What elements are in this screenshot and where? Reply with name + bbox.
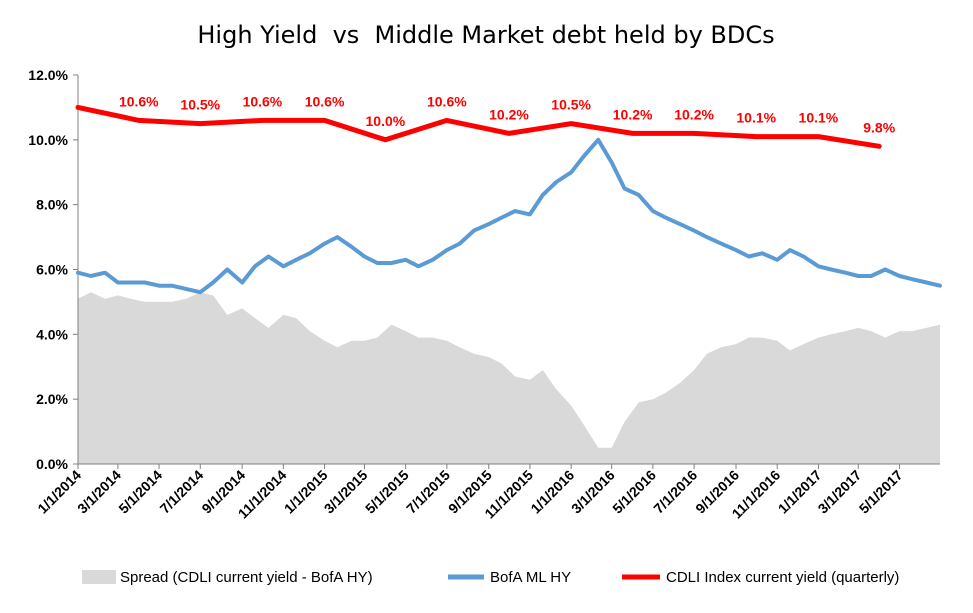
cdli-yield-line [75,104,882,149]
x-tick-label: 3/1/2016 [568,467,618,517]
cdli-data-label: 10.6% [305,93,345,109]
x-tick-label: 3/1/2014 [74,467,124,517]
x-tick-label: 5/1/2014 [115,467,165,517]
spread-area-group [78,292,940,464]
y-tick-label: 8.0% [36,197,68,213]
x-tick-label: 7/1/2014 [157,467,207,517]
cdli-data-label: 10.2% [674,106,714,122]
cdli-data-label: 10.5% [180,97,220,113]
cdli-data-label: 9.8% [863,119,895,135]
cdli-data-label: 10.1% [799,110,839,126]
x-tick-label: 5/1/2016 [609,467,659,517]
y-tick-label: 6.0% [36,262,68,278]
chart-title: High Yield vs Middle Market debt held by… [197,21,774,49]
legend-swatch-spread [82,570,116,584]
cdli-data-label: 10.2% [489,106,529,122]
y-tick-label: 12.0% [28,67,68,83]
cdli-data-label: 10.6% [243,93,283,109]
cdli-data-label: 10.5% [551,97,591,113]
legend-label-bofa: BofA ML HY [490,569,571,586]
x-tick-label: 3/1/2015 [321,467,371,517]
x-tick-label: 7/1/2016 [650,467,700,517]
x-tick-label: 5/1/2015 [362,467,412,517]
spread-area [78,292,940,464]
y-tick-label: 10.0% [28,132,68,148]
cdli-data-label: 10.2% [613,106,653,122]
cdli-data-label: 10.0% [366,113,406,129]
x-tick-label: 7/1/2015 [403,467,453,517]
y-tick-label: 2.0% [36,391,68,407]
y-tick-label: 0.0% [36,456,68,472]
cdli-data-label: 10.1% [736,110,776,126]
y-tick-label: 4.0% [36,326,68,342]
data-labels-group: 10.6% 10.5% 10.6% 10.6% 10.0% 10.6% 10.2% 10.5%… [119,93,896,135]
cdli-data-label: 10.6% [119,93,159,109]
lines-group [75,104,942,295]
x-tick-label: 5/1/2017 [856,467,906,517]
legend-label-cdli: CDLI Index current yield (quarterly) [666,569,899,586]
bofa-hy-line [76,137,942,295]
cdli-data-label: 10.6% [427,93,467,109]
x-tick-label: 1/1/2016 [527,467,577,517]
legend: Spread (CDLI current yield - BofA HY) Bo… [82,569,899,586]
legend-label-spread: Spread (CDLI current yield - BofA HY) [120,569,373,586]
x-tick-label: 3/1/2017 [815,467,865,517]
